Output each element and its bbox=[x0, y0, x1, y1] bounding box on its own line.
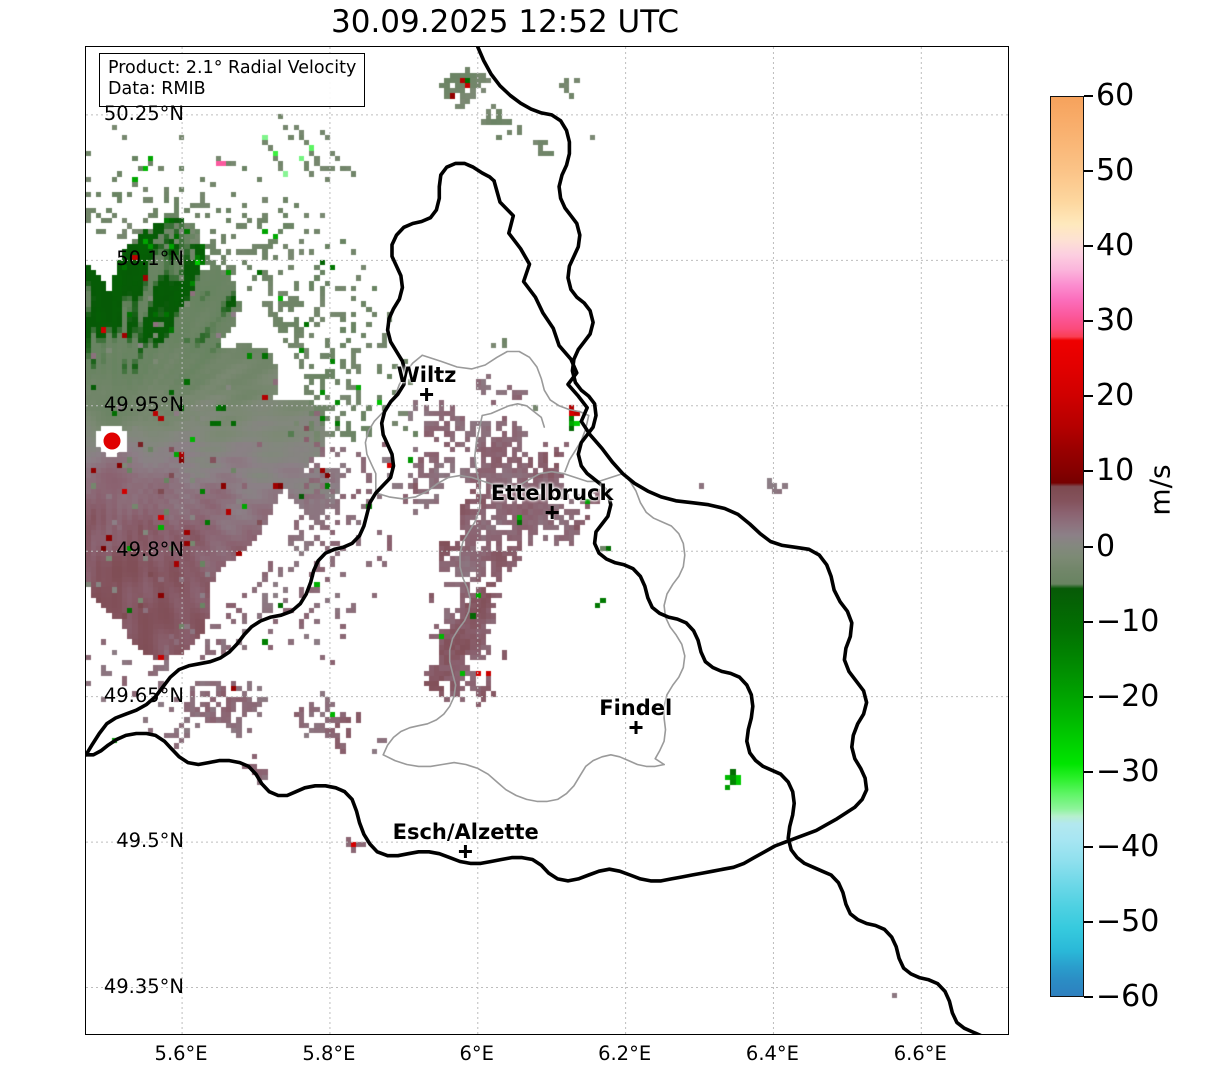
y-axis-tick-text: 49.5°N bbox=[116, 829, 184, 853]
city-marker-icon bbox=[459, 844, 473, 858]
colorbar-unit-label: m/s bbox=[1143, 464, 1177, 516]
y-axis-tick-text: 49.65°N bbox=[103, 683, 184, 707]
product-line: Product: 2.1° Radial Velocity bbox=[108, 58, 357, 78]
admin-boundary-line bbox=[481, 403, 546, 428]
colorbar-tick-label: −10 bbox=[1096, 603, 1160, 639]
colorbar-tick-mark bbox=[1084, 95, 1093, 97]
city-name-text: Esch/Alzette bbox=[392, 819, 539, 844]
city-marker-icon bbox=[545, 505, 559, 519]
product-info-box: Product: 2.1° Radial Velocity Data: RMIB bbox=[99, 53, 366, 107]
colorbar-tick-label: 20 bbox=[1096, 378, 1135, 414]
colorbar-tick-label: 60 bbox=[1096, 78, 1135, 113]
colorbar-gradient bbox=[1050, 96, 1084, 997]
y-axis-tick-text: 49.8°N bbox=[116, 538, 184, 562]
y-axis-tick-text: 49.35°N bbox=[103, 974, 184, 998]
national-border-belgium bbox=[86, 161, 496, 757]
x-axis-tick-label: 6.2°E bbox=[598, 1042, 652, 1065]
colorbar[interactable]: 60 50 40 30 20 10 0 −10 −20 −30 −40 −50 −60 bbox=[1050, 78, 1159, 1014]
colorbar-tick-mark bbox=[1084, 845, 1093, 848]
x-axis-tick-label: 5.6°E bbox=[154, 1042, 208, 1065]
colorbar-tick-mark bbox=[1084, 770, 1093, 773]
city-name-text: Wiltz bbox=[396, 363, 457, 388]
admin-boundary-line bbox=[421, 350, 590, 417]
colorbar-tick-label: −60 bbox=[1096, 979, 1160, 1014]
city-label-esch-alzette: Esch/Alzette bbox=[393, 820, 539, 858]
city-marker-icon bbox=[419, 388, 433, 402]
city-name-text: Findel bbox=[599, 695, 673, 720]
x-axis-tick-label: 6.4°E bbox=[745, 1042, 799, 1065]
colorbar-tick-label: −40 bbox=[1096, 828, 1160, 864]
colorbar-tick-mark bbox=[1084, 695, 1093, 698]
x-axis-tick-label: 6°E bbox=[459, 1042, 495, 1065]
colorbar-tick-label: 30 bbox=[1096, 303, 1135, 339]
colorbar-tick-mark bbox=[1084, 620, 1093, 623]
geography-layer bbox=[86, 47, 1008, 1034]
colorbar-tick-label: −30 bbox=[1096, 753, 1160, 789]
colorbar-tick-mark bbox=[1084, 320, 1093, 323]
national-border-germany bbox=[476, 47, 982, 1034]
colorbar-tick-label: −50 bbox=[1096, 903, 1160, 939]
colorbar-tick-label: 40 bbox=[1096, 228, 1135, 264]
y-axis-tick-text: 49.95°N bbox=[103, 392, 184, 416]
admin-boundary-line bbox=[382, 754, 665, 803]
colorbar-tick-mark bbox=[1084, 170, 1093, 173]
x-axis-tick-label: 5.8°E bbox=[302, 1042, 356, 1065]
colorbar-tick-label: 50 bbox=[1096, 153, 1135, 189]
colorbar-tick-label: 10 bbox=[1096, 453, 1135, 489]
city-label-ettelbruck: Ettelbruck bbox=[490, 480, 614, 519]
colorbar-tick-label: 0 bbox=[1096, 528, 1116, 564]
city-label-wiltz: Wiltz bbox=[396, 363, 457, 402]
y-axis-tick-text: 50.1°N bbox=[116, 247, 184, 271]
colorbar-tick-mark bbox=[1084, 470, 1093, 473]
colorbar-tick-mark bbox=[1084, 545, 1093, 548]
x-axis-tick-label: 6.6°E bbox=[893, 1042, 947, 1065]
colorbar-tick-mark bbox=[1084, 920, 1093, 923]
admin-boundary-line bbox=[375, 470, 624, 500]
radar-map-plot[interactable] bbox=[85, 46, 1009, 1035]
colorbar-tick-label: −20 bbox=[1096, 678, 1160, 714]
colorbar-tick-mark bbox=[1084, 245, 1093, 248]
y-axis-tick-text: 50.25°N bbox=[103, 101, 184, 125]
national-border-luxembourg bbox=[86, 179, 869, 883]
radar-site-marker bbox=[99, 427, 126, 454]
radar-site-dot bbox=[103, 432, 121, 450]
admin-boundary-line bbox=[621, 472, 686, 766]
admin-boundary-line bbox=[382, 414, 483, 756]
colorbar-tick-mark bbox=[1084, 395, 1093, 398]
city-name-text: Ettelbruck bbox=[490, 480, 614, 505]
city-marker-icon bbox=[629, 720, 643, 734]
city-label-findel: Findel bbox=[599, 696, 672, 734]
page-title: 30.09.2025 12:52 UTC bbox=[331, 4, 679, 40]
data-source-line: Data: RMIB bbox=[108, 79, 206, 100]
colorbar-tick-mark bbox=[1084, 996, 1093, 998]
